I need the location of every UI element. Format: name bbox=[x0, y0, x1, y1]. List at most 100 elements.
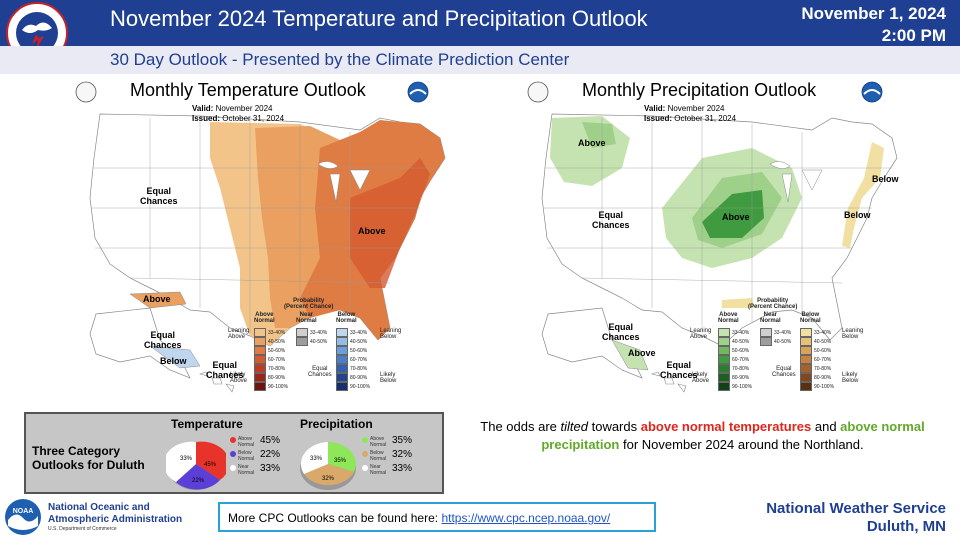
legend-swatch-label: 80-90% bbox=[268, 374, 286, 381]
temp-near-swatch bbox=[230, 465, 236, 471]
legend-leaning-below: Leaning Below bbox=[380, 328, 402, 340]
legend-title: Probability (Percent Chance) bbox=[284, 298, 334, 310]
legend-near-head: Near Normal bbox=[760, 312, 781, 324]
precip-near-swatch bbox=[362, 465, 368, 471]
legend-swatch-row: 90-100% bbox=[336, 382, 370, 391]
temp-pie-below-label: 22% bbox=[192, 478, 205, 484]
precip-below-ne-label: Below bbox=[872, 174, 899, 184]
noaa-seal-icon bbox=[407, 81, 429, 103]
legend-equal-chances: Equal Chances bbox=[772, 366, 796, 378]
date-text: November 1, 2024 bbox=[801, 4, 946, 23]
more-outlooks-box: More CPC Outlooks can be found here: htt… bbox=[218, 502, 656, 532]
legend-swatch bbox=[800, 382, 812, 391]
legend-swatch-row: 80-90% bbox=[336, 373, 367, 382]
legend-above-head: Above Normal bbox=[254, 312, 275, 324]
legend-swatch-row: 80-90% bbox=[800, 373, 831, 382]
precip-above-nw-label: Above bbox=[578, 138, 606, 148]
legend-swatch bbox=[760, 337, 772, 346]
legend-leaning-below: Leaning Below bbox=[842, 328, 864, 340]
legend-swatch bbox=[254, 337, 266, 346]
temp-heading: Temperature bbox=[171, 417, 243, 431]
legend-swatch bbox=[760, 328, 772, 337]
legend-swatch-label: 70-80% bbox=[268, 365, 286, 372]
legend-swatch-label: 50-60% bbox=[814, 347, 832, 354]
legend-swatch-label: 80-90% bbox=[732, 374, 750, 381]
precip-map-meta: Valid: November 2024 Issued: October 31,… bbox=[644, 104, 737, 123]
legend-swatch-row: 60-70% bbox=[336, 355, 367, 364]
commerce-seal-icon bbox=[527, 81, 549, 103]
legend-swatch-label: 70-80% bbox=[732, 365, 750, 372]
legend-swatch-label: 60-70% bbox=[732, 356, 750, 363]
page-title: November 2024 Temperature and Precipitat… bbox=[110, 6, 648, 31]
legend-likely-below: Likely Below bbox=[380, 372, 397, 384]
precip-above-swatch bbox=[362, 437, 368, 443]
legend-swatch-label: 33-40% bbox=[268, 329, 286, 336]
page-subtitle: 30 Day Outlook - Presented by the Climat… bbox=[110, 50, 570, 69]
legend-leaning-above: Leaning Above bbox=[690, 328, 712, 340]
precip-below-e-label: Below bbox=[844, 210, 871, 220]
temperature-outlook-panel: Monthly Temperature Outlook Valid: Novem… bbox=[0, 78, 470, 408]
temp-row-above-value: 45% bbox=[260, 435, 281, 446]
commerce-seal-icon bbox=[75, 81, 97, 103]
temp-pie-above-label: 45% bbox=[204, 462, 217, 468]
legend-swatch-row: 70-80% bbox=[718, 364, 749, 373]
legend-swatch-label: 50-60% bbox=[350, 347, 368, 354]
legend-swatch-row: 50-60% bbox=[336, 346, 367, 355]
precip-above-label: Above bbox=[722, 212, 750, 222]
legend-swatch-row: 60-70% bbox=[718, 355, 749, 364]
legend-swatch-label: 60-70% bbox=[350, 356, 368, 363]
precip-equal-chances-ak-label: Equal Chances bbox=[602, 322, 640, 342]
legend-swatch bbox=[718, 373, 730, 382]
temp-map-meta: Valid: November 2024 Issued: October 31,… bbox=[192, 104, 285, 123]
date-time: November 1, 2024 2:00 PM bbox=[801, 3, 946, 47]
precipitation-map bbox=[527, 81, 898, 393]
temp-equal-chances-hi-label: Equal Chances bbox=[206, 360, 244, 380]
legend-swatch bbox=[254, 382, 266, 391]
legend-swatch bbox=[800, 328, 812, 337]
precip-above-ak-label: Above bbox=[628, 348, 656, 358]
legend-swatch bbox=[800, 337, 812, 346]
temp-below-ak-label: Below bbox=[160, 356, 187, 366]
legend-swatch bbox=[296, 328, 308, 337]
legend-swatch-row: 40-50% bbox=[760, 337, 791, 346]
legend-swatch-label: 33-40% bbox=[350, 329, 368, 336]
legend-swatch-label: 40-50% bbox=[310, 338, 328, 345]
legend-swatch-row: 33-40% bbox=[800, 328, 831, 337]
legend-swatch-label: 60-70% bbox=[268, 356, 286, 363]
legend-swatch-row: 90-100% bbox=[254, 382, 288, 391]
legend-swatch-row: 40-50% bbox=[800, 337, 831, 346]
legend-swatch bbox=[336, 328, 348, 337]
legend-swatch bbox=[254, 364, 266, 373]
subtitle-bar bbox=[0, 46, 960, 74]
temp-above-swatch bbox=[230, 437, 236, 443]
legend-swatch bbox=[718, 355, 730, 364]
legend-below-head: Below Normal bbox=[800, 312, 821, 324]
legend-swatch-label: 40-50% bbox=[350, 338, 368, 345]
noaa-sub: U.S. Department of Commerce bbox=[48, 526, 117, 532]
legend-swatch-row: 40-50% bbox=[718, 337, 749, 346]
temp-pie-chart: 33% 45% 22% bbox=[166, 441, 226, 490]
legend-swatch-label: 80-90% bbox=[814, 374, 832, 381]
legend-swatch-row: 90-100% bbox=[800, 382, 834, 391]
legend-swatch bbox=[800, 373, 812, 382]
temp-equal-chances-ak-label: Equal Chances bbox=[144, 330, 182, 350]
temperature-map bbox=[75, 81, 446, 393]
legend-swatch bbox=[336, 364, 348, 373]
legend-swatch bbox=[296, 337, 308, 346]
temp-above-label: Above bbox=[358, 226, 386, 236]
precip-row-near-name: Near Normal bbox=[370, 464, 387, 476]
legend-swatch-row: 70-80% bbox=[800, 364, 831, 373]
legend-likely-above: Likely Above bbox=[692, 372, 710, 384]
temp-row-below-value: 22% bbox=[260, 449, 281, 460]
legend-swatch-label: 70-80% bbox=[814, 365, 832, 372]
legend-above-head: Above Normal bbox=[718, 312, 739, 324]
legend-swatch bbox=[800, 346, 812, 355]
legend-swatch-label: 60-70% bbox=[814, 356, 832, 363]
cpc-link[interactable]: https://www.cpc.ncep.noaa.gov/ bbox=[441, 511, 611, 525]
temp-row-below-name: Below Normal bbox=[238, 450, 255, 462]
legend-swatch-row: 70-80% bbox=[254, 364, 285, 373]
legend-swatch-label: 40-50% bbox=[732, 338, 750, 345]
legend-swatch-label: 80-90% bbox=[350, 374, 368, 381]
legend-swatch bbox=[254, 355, 266, 364]
noaa-seal-icon bbox=[861, 81, 883, 103]
